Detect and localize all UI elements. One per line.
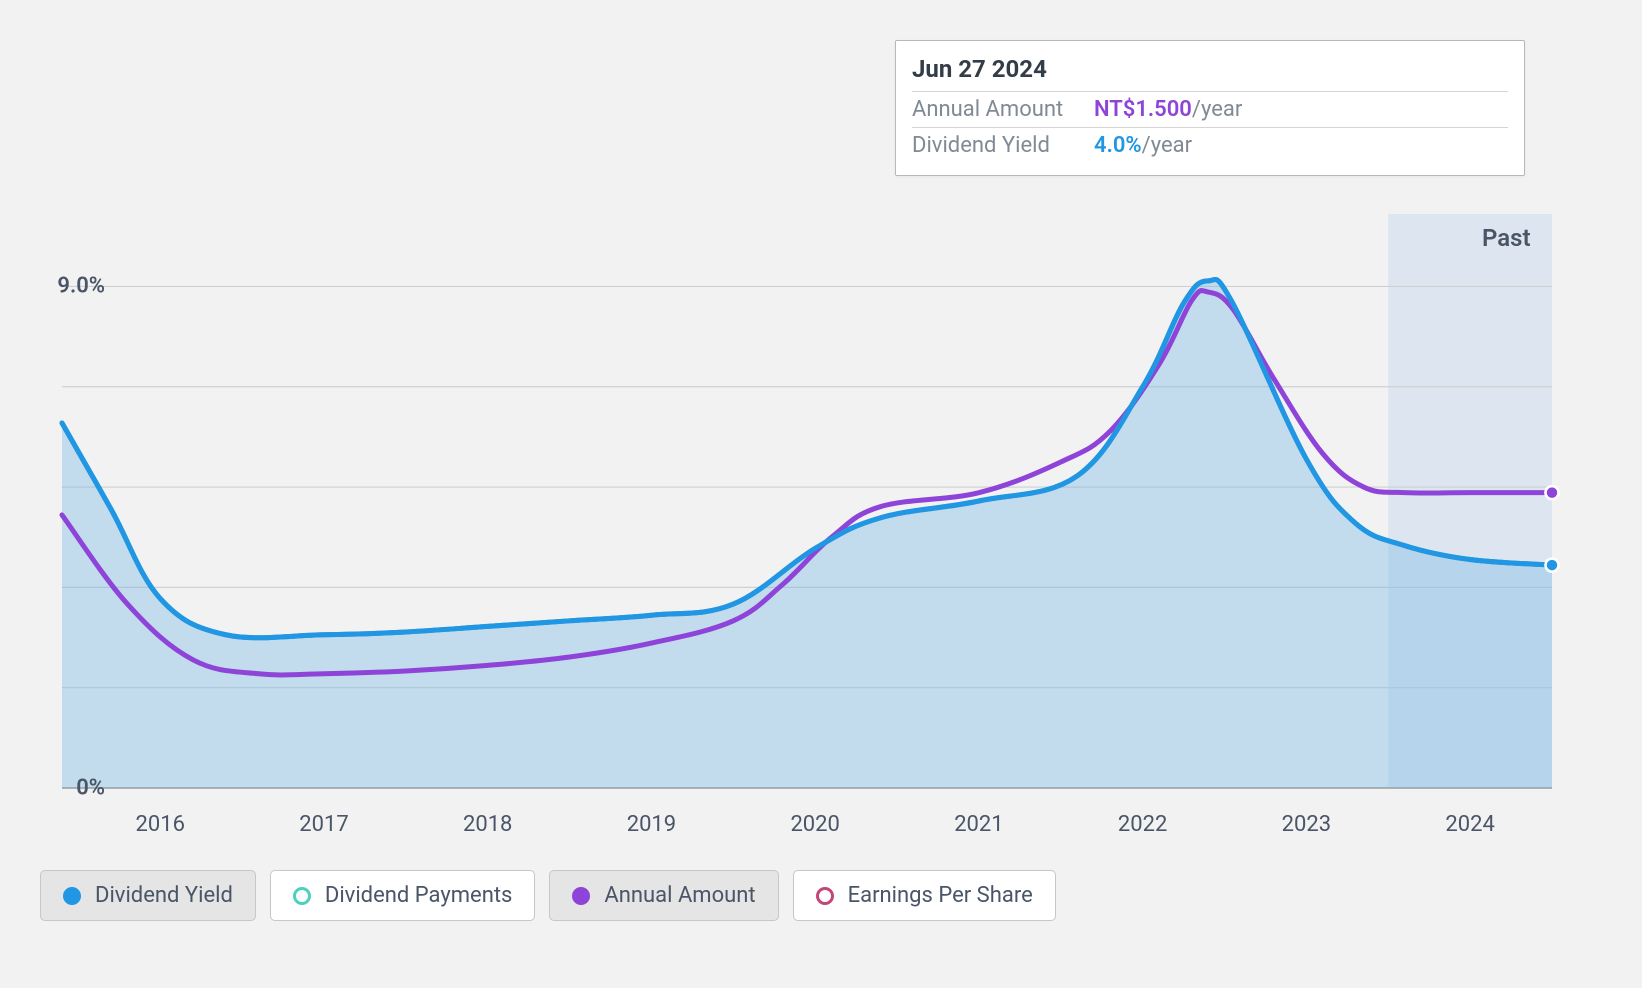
legend: Dividend Yield Dividend Payments Annual Am…	[40, 870, 1056, 921]
tooltip-box: Jun 27 2024 Annual AmountNT$1.500/yearDi…	[895, 40, 1525, 176]
legend-marker	[63, 887, 81, 905]
tooltip-row-value: NT$1.500	[1094, 97, 1192, 122]
tooltip-row-unit: /year	[1142, 133, 1192, 158]
legend-item-dividend-yield[interactable]: Dividend Yield	[40, 870, 256, 921]
x-tick-label: 2022	[1118, 812, 1167, 837]
legend-marker	[816, 887, 834, 905]
legend-label: Earnings Per Share	[848, 883, 1033, 908]
x-tick-label: 2017	[299, 812, 348, 837]
legend-label: Dividend Yield	[95, 883, 233, 908]
x-tick-label: 2019	[627, 812, 676, 837]
legend-marker	[293, 887, 311, 905]
tooltip-row-label: Annual Amount	[912, 97, 1094, 122]
x-tick-label: 2023	[1282, 812, 1331, 837]
x-tick-label: 2018	[463, 812, 512, 837]
tooltip-row-label: Dividend Yield	[912, 133, 1094, 158]
tooltip-row: Annual AmountNT$1.500/year	[912, 91, 1508, 127]
legend-item-annual-amount[interactable]: Annual Amount	[549, 870, 778, 921]
legend-label: Annual Amount	[604, 883, 755, 908]
past-region-label: Past	[1482, 224, 1531, 252]
chart-container: 0% 9.0% 2016 2017 2018 2019 2020 2021 2022 2023 2…	[0, 0, 1642, 988]
x-tick-label: 2016	[136, 812, 185, 837]
x-tick-label: 2024	[1445, 812, 1494, 837]
y-tick-label: 0%	[76, 776, 105, 801]
x-tick-label: 2020	[790, 812, 839, 837]
legend-item-dividend-payments[interactable]: Dividend Payments	[270, 870, 536, 921]
x-tick-label: 2021	[954, 812, 1003, 837]
legend-item-earnings-per-share[interactable]: Earnings Per Share	[793, 870, 1056, 921]
legend-label: Dividend Payments	[325, 883, 513, 908]
tooltip-date: Jun 27 2024	[912, 49, 1508, 91]
tooltip-row-unit: /year	[1192, 97, 1242, 122]
legend-marker	[572, 887, 590, 905]
tooltip-row: Dividend Yield4.0%/year	[912, 127, 1508, 163]
tooltip-row-value: 4.0%	[1094, 133, 1142, 158]
y-tick-label: 9.0%	[57, 274, 105, 299]
